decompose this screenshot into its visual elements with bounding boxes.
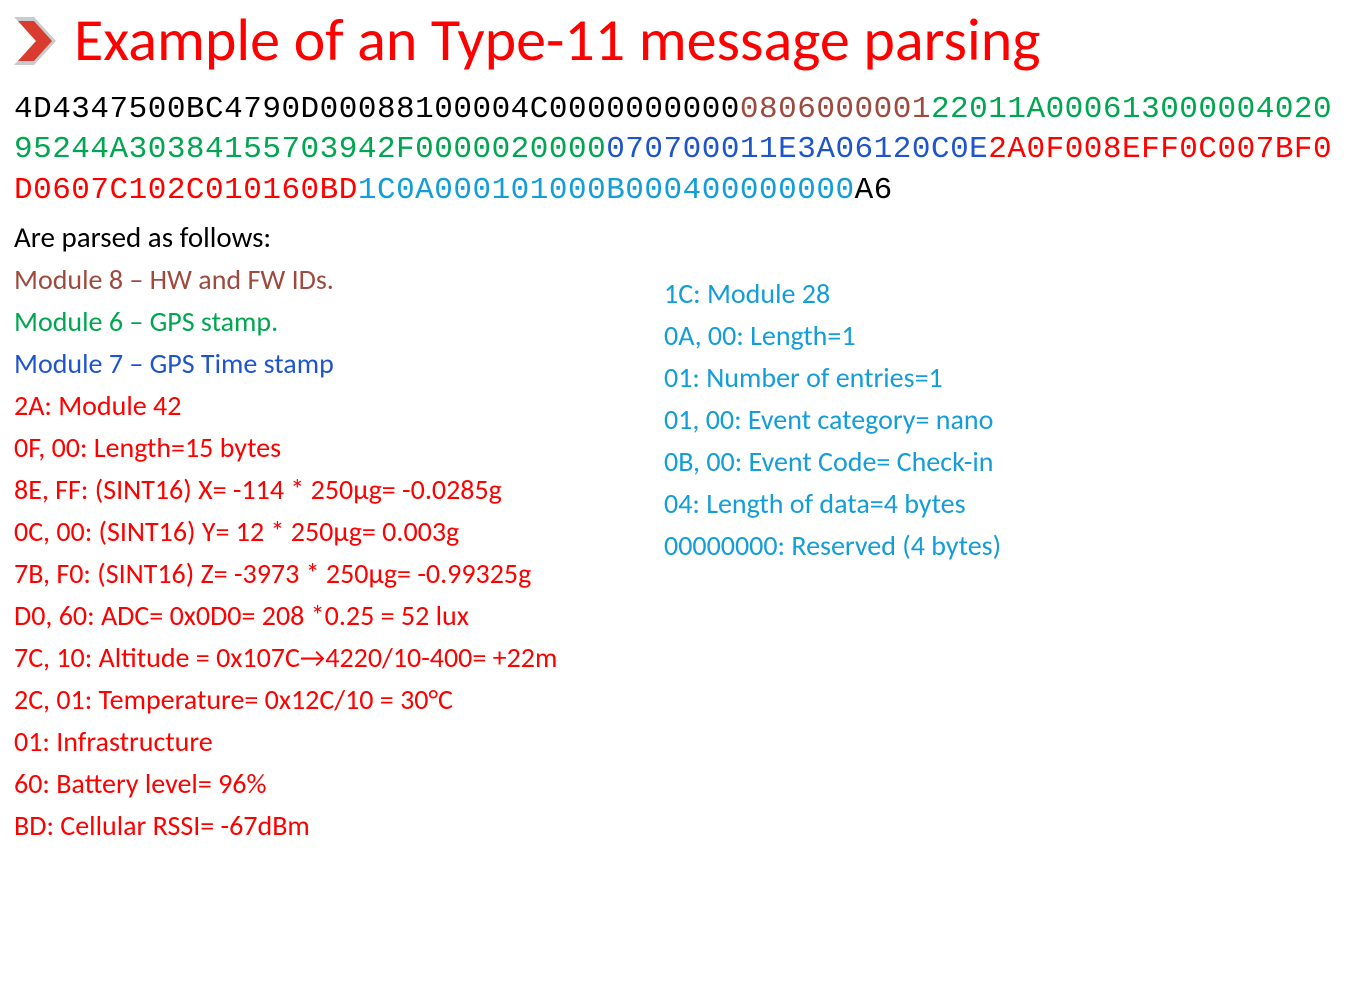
chevron-icon bbox=[10, 11, 60, 71]
parse-line: 60: Battery level= 96% bbox=[14, 763, 644, 805]
header-row: Example of an Type-11 message parsing bbox=[0, 0, 1360, 74]
parse-line: 7C, 10: Altitude = 0x107C→4220/10-400= +… bbox=[14, 637, 644, 679]
hex-segment: 4D4347500BC4790D00088100004C0000000000 bbox=[14, 92, 740, 127]
parse-line: 1C: Module 28 bbox=[664, 273, 1001, 315]
left-column: Module 8 – HW and FW IDs.Module 6 – GPS … bbox=[14, 259, 644, 847]
parse-line: 00000000: Reserved (4 bytes) bbox=[664, 525, 1001, 567]
hex-segment: 1C0A000101000B0004000000 bbox=[358, 173, 816, 208]
hex-segment: 00 bbox=[816, 173, 854, 208]
right-column: 1C: Module 280A, 00: Length=101: Number … bbox=[644, 259, 1001, 847]
parse-line: 8E, FF: (SINT16) X= -114 * 250µg= -0.028… bbox=[14, 469, 644, 511]
parse-line: 01: Number of entries=1 bbox=[664, 357, 1001, 399]
parse-line: 0A, 00: Length=1 bbox=[664, 315, 1001, 357]
parse-line: 01: Infrastructure bbox=[14, 721, 644, 763]
hex-segment: 613 bbox=[1103, 92, 1160, 127]
parse-line: Module 6 – GPS stamp. bbox=[14, 301, 644, 343]
parse-line: D0, 60: ADC= 0x0D0= 208 *0.25 = 52 lux bbox=[14, 595, 644, 637]
parse-line: 2C, 01: Temperature= 0x12C/10 = 30°C bbox=[14, 679, 644, 721]
hex-segment: 22011A000 bbox=[931, 92, 1103, 127]
intro-label: Are parsed as follows: bbox=[0, 211, 1360, 259]
parse-line: BD: Cellular RSSI= -67dBm bbox=[14, 805, 644, 847]
hex-segment: A6 bbox=[855, 173, 893, 208]
parse-line: 04: Length of data=4 bytes bbox=[664, 483, 1001, 525]
parse-line: 2A: Module 42 bbox=[14, 385, 644, 427]
page-title: Example of an Type-11 message parsing bbox=[74, 8, 1041, 74]
parse-line: 01, 00: Event category= nano bbox=[664, 399, 1001, 441]
hex-segment: 11E3A06120C0E bbox=[740, 132, 988, 167]
hex-segment: 0707000 bbox=[606, 132, 740, 167]
parse-line: 0B, 00: Event Code= Check-in bbox=[664, 441, 1001, 483]
parse-line: 0F, 00: Length=15 bytes bbox=[14, 427, 644, 469]
parse-line: Module 8 – HW and FW IDs. bbox=[14, 259, 644, 301]
parse-line: Module 7 – GPS Time stamp bbox=[14, 343, 644, 385]
hex-dump: 4D4347500BC4790D00088100004C000000000008… bbox=[0, 74, 1360, 211]
hex-segment: 0806000001 bbox=[740, 92, 931, 127]
parse-line: 7B, F0: (SINT16) Z= -3973 * 250µg= -0.99… bbox=[14, 553, 644, 595]
parse-columns: Module 8 – HW and FW IDs.Module 6 – GPS … bbox=[0, 259, 1360, 847]
parse-line: 0C, 00: (SINT16) Y= 12 * 250µg= 0.003g bbox=[14, 511, 644, 553]
